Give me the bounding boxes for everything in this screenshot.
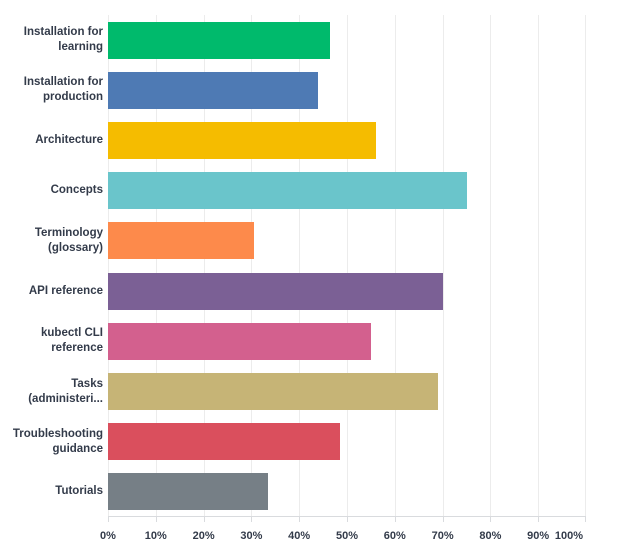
x-axis-tick-mark (347, 517, 348, 522)
gridline (299, 15, 301, 516)
gridline (538, 15, 540, 516)
bar (108, 21, 331, 59)
x-axis-tick-label: 90% (527, 530, 550, 542)
category-label: Terminology (glossary) (34, 226, 103, 254)
x-axis-tick-mark (442, 517, 444, 522)
x-axis-tick-mark (108, 517, 109, 522)
category-label: Architecture (35, 134, 103, 146)
gridline (490, 15, 492, 516)
category-label: kubectl CLI reference (41, 327, 103, 355)
bar (108, 71, 319, 109)
bar (108, 473, 269, 511)
gridline (394, 15, 396, 516)
bar (108, 373, 438, 411)
bar (108, 423, 340, 461)
x-axis-tick-label: 80% (479, 530, 502, 542)
x-axis-tick-label: 30% (240, 530, 263, 542)
gridline (442, 15, 444, 516)
x-axis-tick-label: 100% (554, 530, 583, 542)
x-axis-tick-mark (585, 517, 586, 522)
category-label: Tasks (administeri... (28, 377, 103, 405)
bar-row (108, 15, 586, 65)
bar-row (108, 467, 586, 517)
gridline (585, 15, 586, 516)
x-axis-tick-mark (490, 517, 492, 522)
bar (108, 272, 443, 310)
category-label: Troubleshooting guidance (12, 427, 103, 455)
gridline (108, 15, 109, 516)
bar (108, 122, 376, 159)
bar-row (108, 417, 586, 467)
gridline (203, 15, 205, 516)
bar-row (108, 366, 586, 416)
bar (108, 222, 254, 260)
x-axis-tick-label: 50% (335, 530, 359, 542)
bar-row (108, 65, 586, 115)
x-axis-tick-label: 20% (192, 530, 215, 542)
bar-row (108, 166, 586, 216)
category-label: Concepts (50, 184, 103, 197)
bar-row (108, 266, 586, 316)
x-axis-tick-label: 70% (431, 530, 454, 542)
category-label: Tutorials (55, 485, 103, 498)
x-axis-tick-mark (203, 517, 205, 522)
category-label: Installation for production (23, 76, 103, 104)
bar (108, 172, 467, 210)
bar-row (108, 316, 586, 366)
bars-container (108, 15, 586, 517)
gridline (347, 15, 348, 516)
category-label: Installation for learning (23, 26, 103, 54)
category-labels-column: Installation for learning Installation fo… (0, 15, 103, 517)
x-axis: 0% 10% 20% 30% 40% 50% 60% 70% 80% 90% 100% (100, 517, 586, 555)
x-axis-tick-label: 60% (383, 530, 406, 542)
gridline (251, 15, 253, 516)
x-axis-tick-label: 0% (100, 530, 116, 542)
bar-row (108, 115, 586, 165)
gridline (155, 15, 157, 516)
x-axis-tick-mark (155, 517, 157, 522)
category-label: API reference (28, 284, 103, 297)
x-axis-tick-mark (538, 517, 540, 522)
x-axis-tick-label: 10% (144, 530, 167, 542)
x-axis-tick-label: 40% (288, 530, 311, 542)
plot-area (108, 15, 586, 517)
x-axis-tick-mark (251, 517, 253, 522)
bar-row (108, 216, 586, 266)
x-axis-tick-mark (394, 517, 396, 522)
bar (108, 322, 371, 360)
x-axis-tick-mark (299, 517, 301, 522)
